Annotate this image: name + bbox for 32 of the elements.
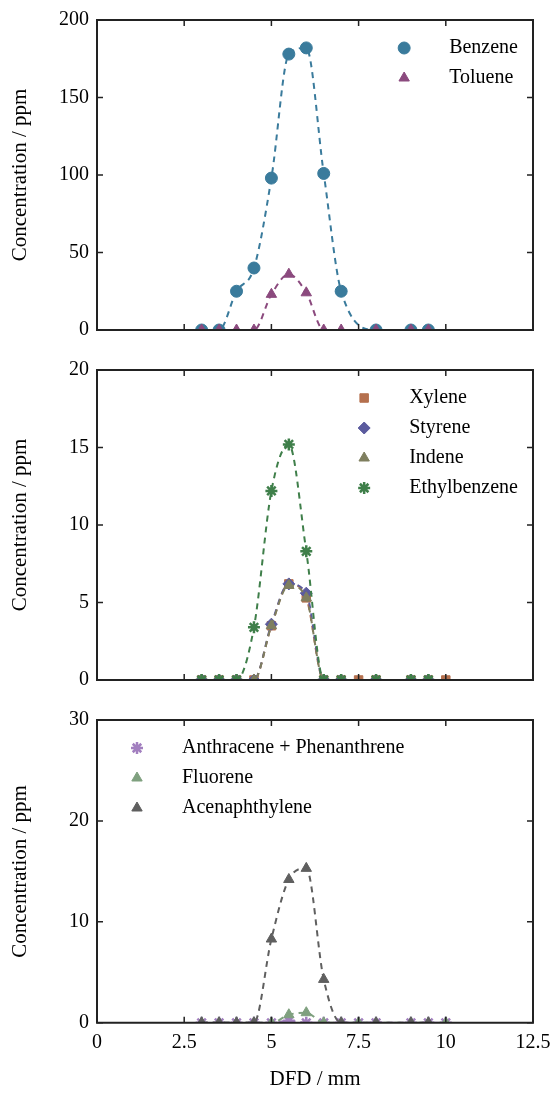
- y-tick-label: 10: [69, 512, 89, 535]
- legend-label: Xylene: [409, 385, 468, 409]
- y-tick-label: 10: [69, 909, 89, 932]
- x-axis-title: DFD / mm: [269, 1065, 361, 1090]
- y-axis-title: Concentration / ppm: [7, 88, 32, 262]
- x-tick-label: 7.5: [346, 1030, 372, 1053]
- x-tick-label: 5: [266, 1030, 277, 1053]
- y-tick-label: 150: [59, 84, 89, 107]
- y-tick-label: 20: [69, 808, 89, 831]
- legend-label: Styrene: [409, 415, 471, 439]
- y-axis-title: Concentration / ppm: [7, 785, 32, 958]
- legend-label: Anthracene + Phenanthrene: [182, 735, 405, 758]
- legend-label: Toluene: [449, 65, 514, 88]
- x-tick-label: 10: [435, 1030, 456, 1053]
- y-tick-label: 30: [69, 707, 89, 730]
- legend-label: Indene: [409, 445, 464, 468]
- legend-label: Ethylbenzene: [409, 475, 519, 499]
- legend-label: Fluorene: [182, 765, 254, 788]
- y-tick-label: 15: [69, 434, 89, 457]
- y-tick-label: 0: [79, 1010, 89, 1033]
- y-tick-label: 50: [69, 239, 89, 262]
- x-tick-label: 2.5: [171, 1030, 197, 1053]
- y-tick-label: 200: [59, 7, 89, 30]
- x-tick-label: 12.5: [515, 1030, 551, 1053]
- y-tick-label: 20: [69, 357, 89, 380]
- y-tick-label: 0: [79, 667, 89, 690]
- y-tick-label: 0: [79, 317, 89, 340]
- y-axis-title: Concentration / ppm: [7, 438, 32, 612]
- legend-label: Acenaphthylene: [182, 795, 313, 819]
- y-tick-label: 5: [79, 589, 89, 612]
- y-tick-label: 100: [59, 162, 89, 185]
- legend-label: Benzene: [449, 35, 519, 58]
